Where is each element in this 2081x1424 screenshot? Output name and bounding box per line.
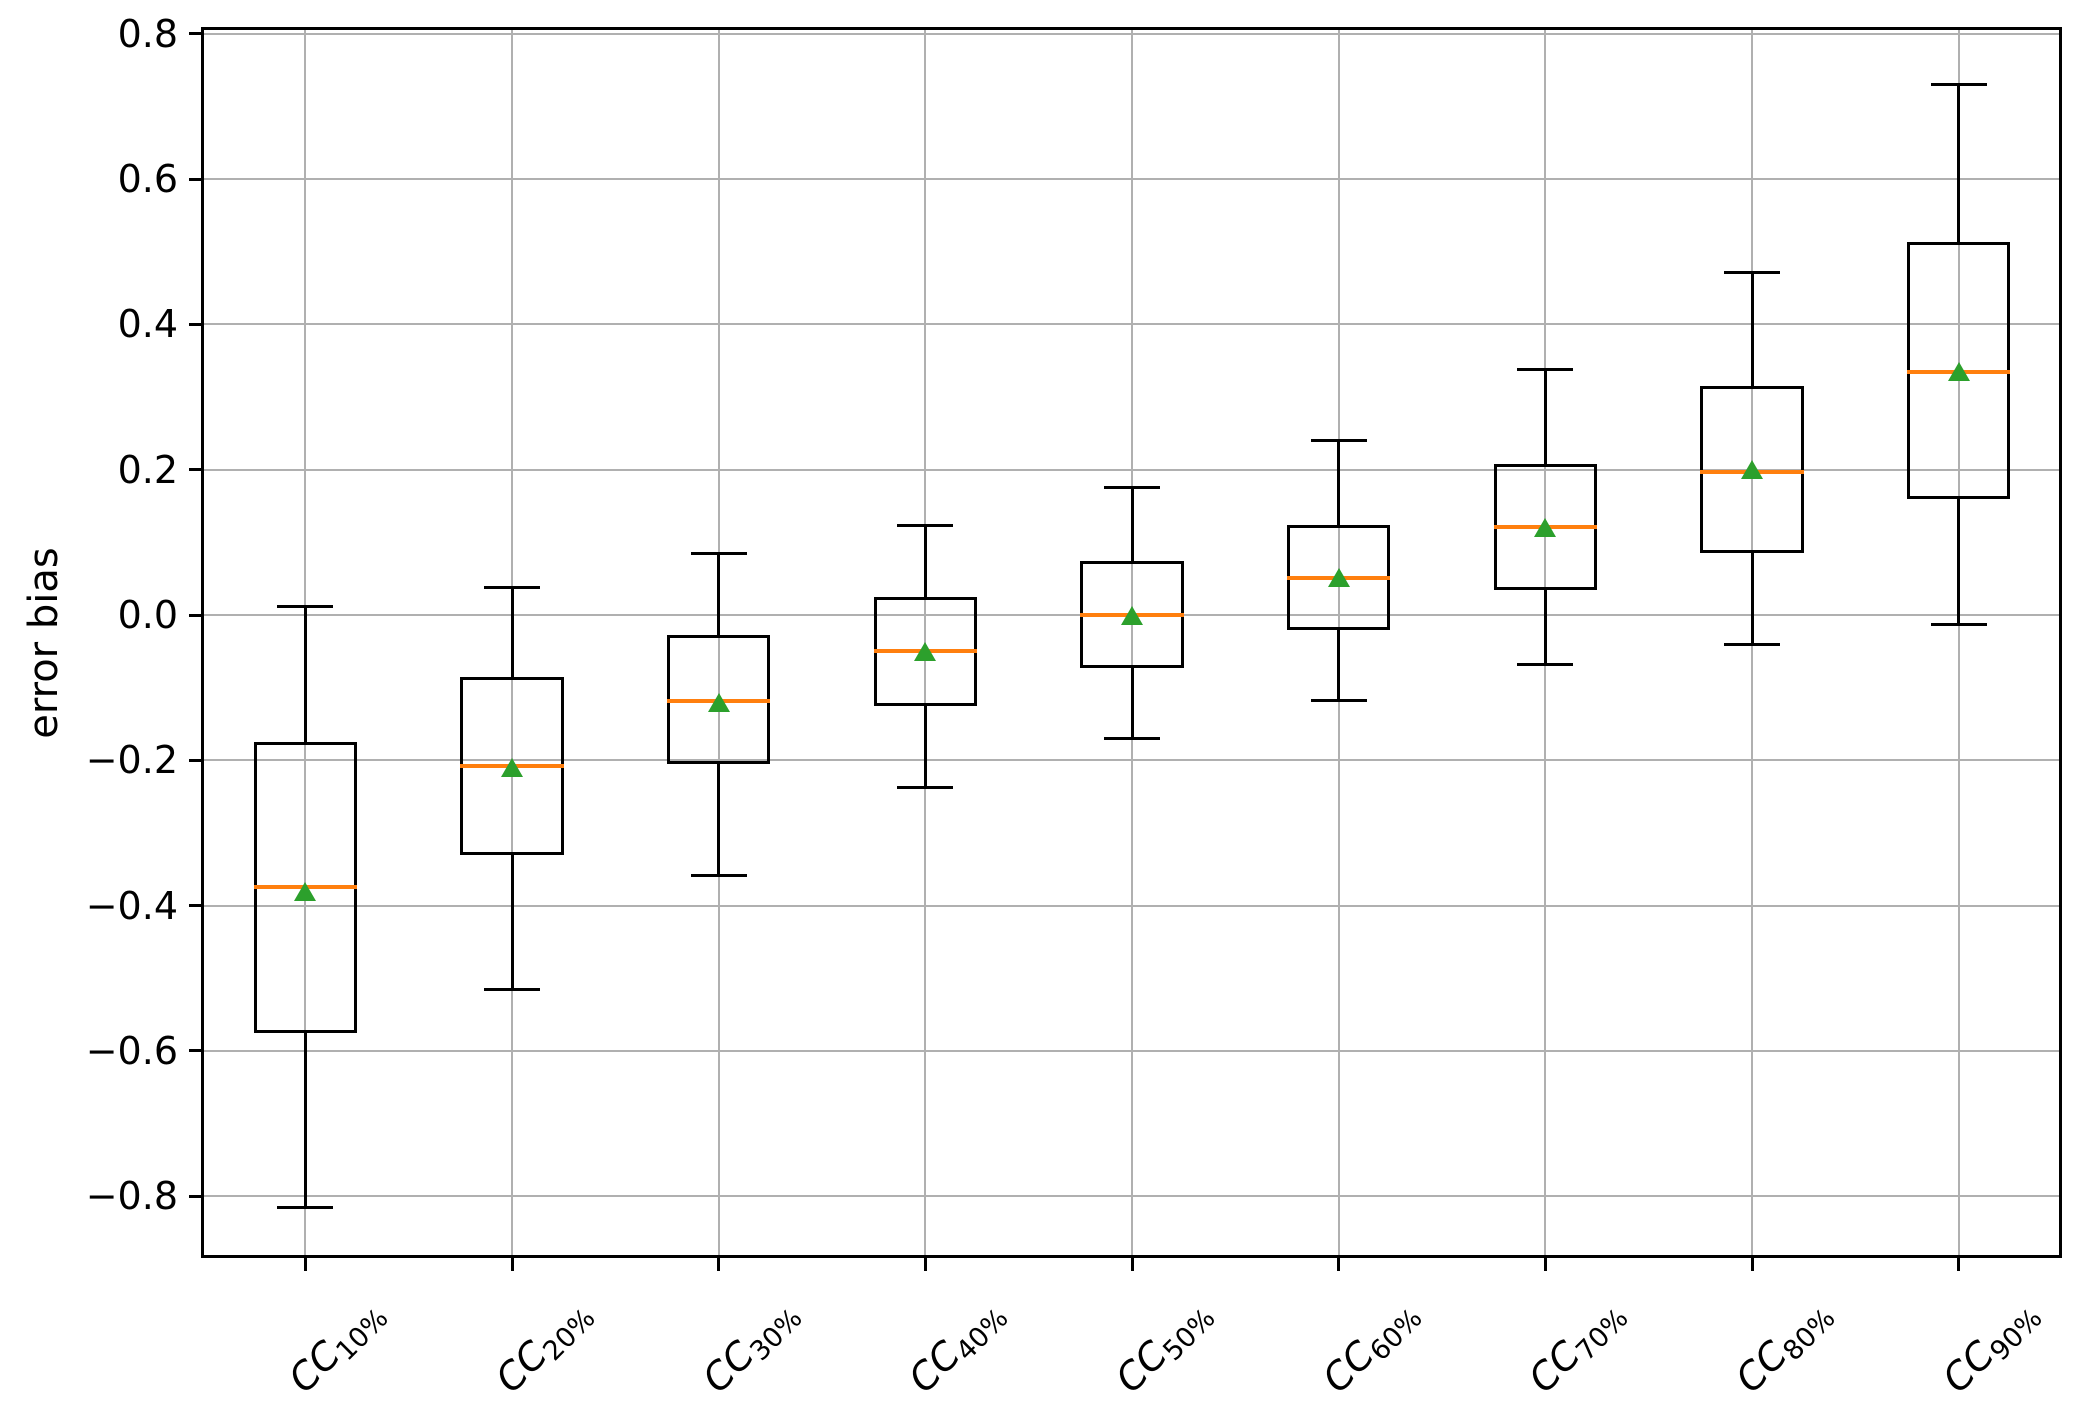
gridline-vertical [717,28,720,1258]
whisker-cap-upper [1104,486,1160,490]
whisker-lower [1543,590,1547,665]
x-tick-label: CC20% [487,1290,607,1410]
x-tick [1337,1258,1341,1271]
y-tick-label: 0.6 [117,157,178,202]
y-tick [189,758,202,762]
y-tick-label: −0.4 [85,883,178,928]
whisker-lower [1957,498,1961,625]
whisker-upper [923,525,927,597]
whisker-cap-upper [484,585,540,589]
gridline-vertical [1131,28,1133,1258]
whisker-upper [1130,487,1134,561]
whisker-cap-lower [1930,622,1987,626]
y-tick-label: −0.8 [85,1174,178,1219]
whisker-cap-upper [1517,367,1574,371]
whisker-upper [303,606,307,743]
x-tick-label: CC90% [1934,1290,2054,1410]
x-tick [1750,1258,1754,1271]
y-tick [189,32,202,36]
x-tick [1543,1258,1547,1271]
whisker-upper [1543,369,1547,464]
whisker-lower [1750,553,1754,645]
whisker-cap-lower [277,1205,334,1209]
whisker-upper [1337,440,1341,525]
whisker-cap-lower [1104,737,1160,741]
whisker-upper [510,587,514,677]
y-tick [189,1049,202,1053]
x-tick-label: CC30% [694,1290,814,1410]
whisker-cap-upper [897,524,954,528]
whisker-lower [510,854,514,990]
x-tick-label: CC50% [1107,1290,1227,1410]
y-tick [189,1194,202,1198]
y-tick [189,613,202,617]
whisker-cap-upper [277,604,334,608]
mean-marker [707,692,730,712]
x-tick [1957,1258,1961,1271]
whisker-cap-upper [1930,83,1987,87]
whisker-upper [1750,272,1754,387]
whisker-cap-upper [690,551,747,555]
y-axis-label: error bias [21,547,67,739]
y-tick-label: 0.0 [117,593,178,638]
whisker-lower [303,1032,307,1208]
whisker-cap-lower [897,786,954,790]
y-tick-label: −0.6 [85,1028,178,1073]
whisker-cap-lower [690,873,747,877]
x-tick-label: CC80% [1727,1290,1847,1410]
x-tick [1130,1258,1134,1271]
mean-marker [1947,362,1970,382]
whisker-cap-lower [1517,662,1574,666]
y-tick [189,468,202,472]
mean-marker [1741,460,1763,480]
x-tick-label: CC60% [1314,1290,1434,1410]
whisker-upper [1957,84,1961,243]
x-tick [303,1258,307,1271]
whisker-cap-lower [1724,642,1780,646]
y-tick [189,904,202,908]
y-tick-label: 0.4 [117,302,178,347]
mean-marker [1121,605,1143,625]
x-tick-label: CC70% [1520,1290,1640,1410]
whisker-lower [1337,629,1341,701]
whisker-cap-upper [1310,439,1367,443]
whisker-lower [923,705,927,788]
whisker-cap-lower [1310,699,1367,703]
mean-marker [914,641,937,661]
x-tick-label: CC10% [280,1290,400,1410]
y-tick [189,177,202,181]
whisker-cap-upper [1724,270,1780,274]
box [1700,386,1804,554]
x-tick [510,1258,514,1271]
x-tick [923,1258,927,1271]
mean-marker [1327,568,1350,588]
y-tick-label: 0.2 [117,447,178,492]
y-tick-label: −0.2 [85,738,178,783]
gridline-vertical [1957,28,1960,1258]
whisker-lower [717,763,721,876]
y-tick-label: 0.8 [117,11,178,56]
plot-area [200,26,2062,1258]
mean-marker [294,881,317,901]
mean-marker [1534,517,1557,537]
x-tick [717,1258,721,1271]
y-tick [189,322,202,326]
whisker-lower [1130,668,1134,739]
whisker-upper [717,553,721,636]
mean-marker [501,758,523,778]
x-tick-label: CC40% [900,1290,1020,1410]
whisker-cap-lower [484,987,540,991]
